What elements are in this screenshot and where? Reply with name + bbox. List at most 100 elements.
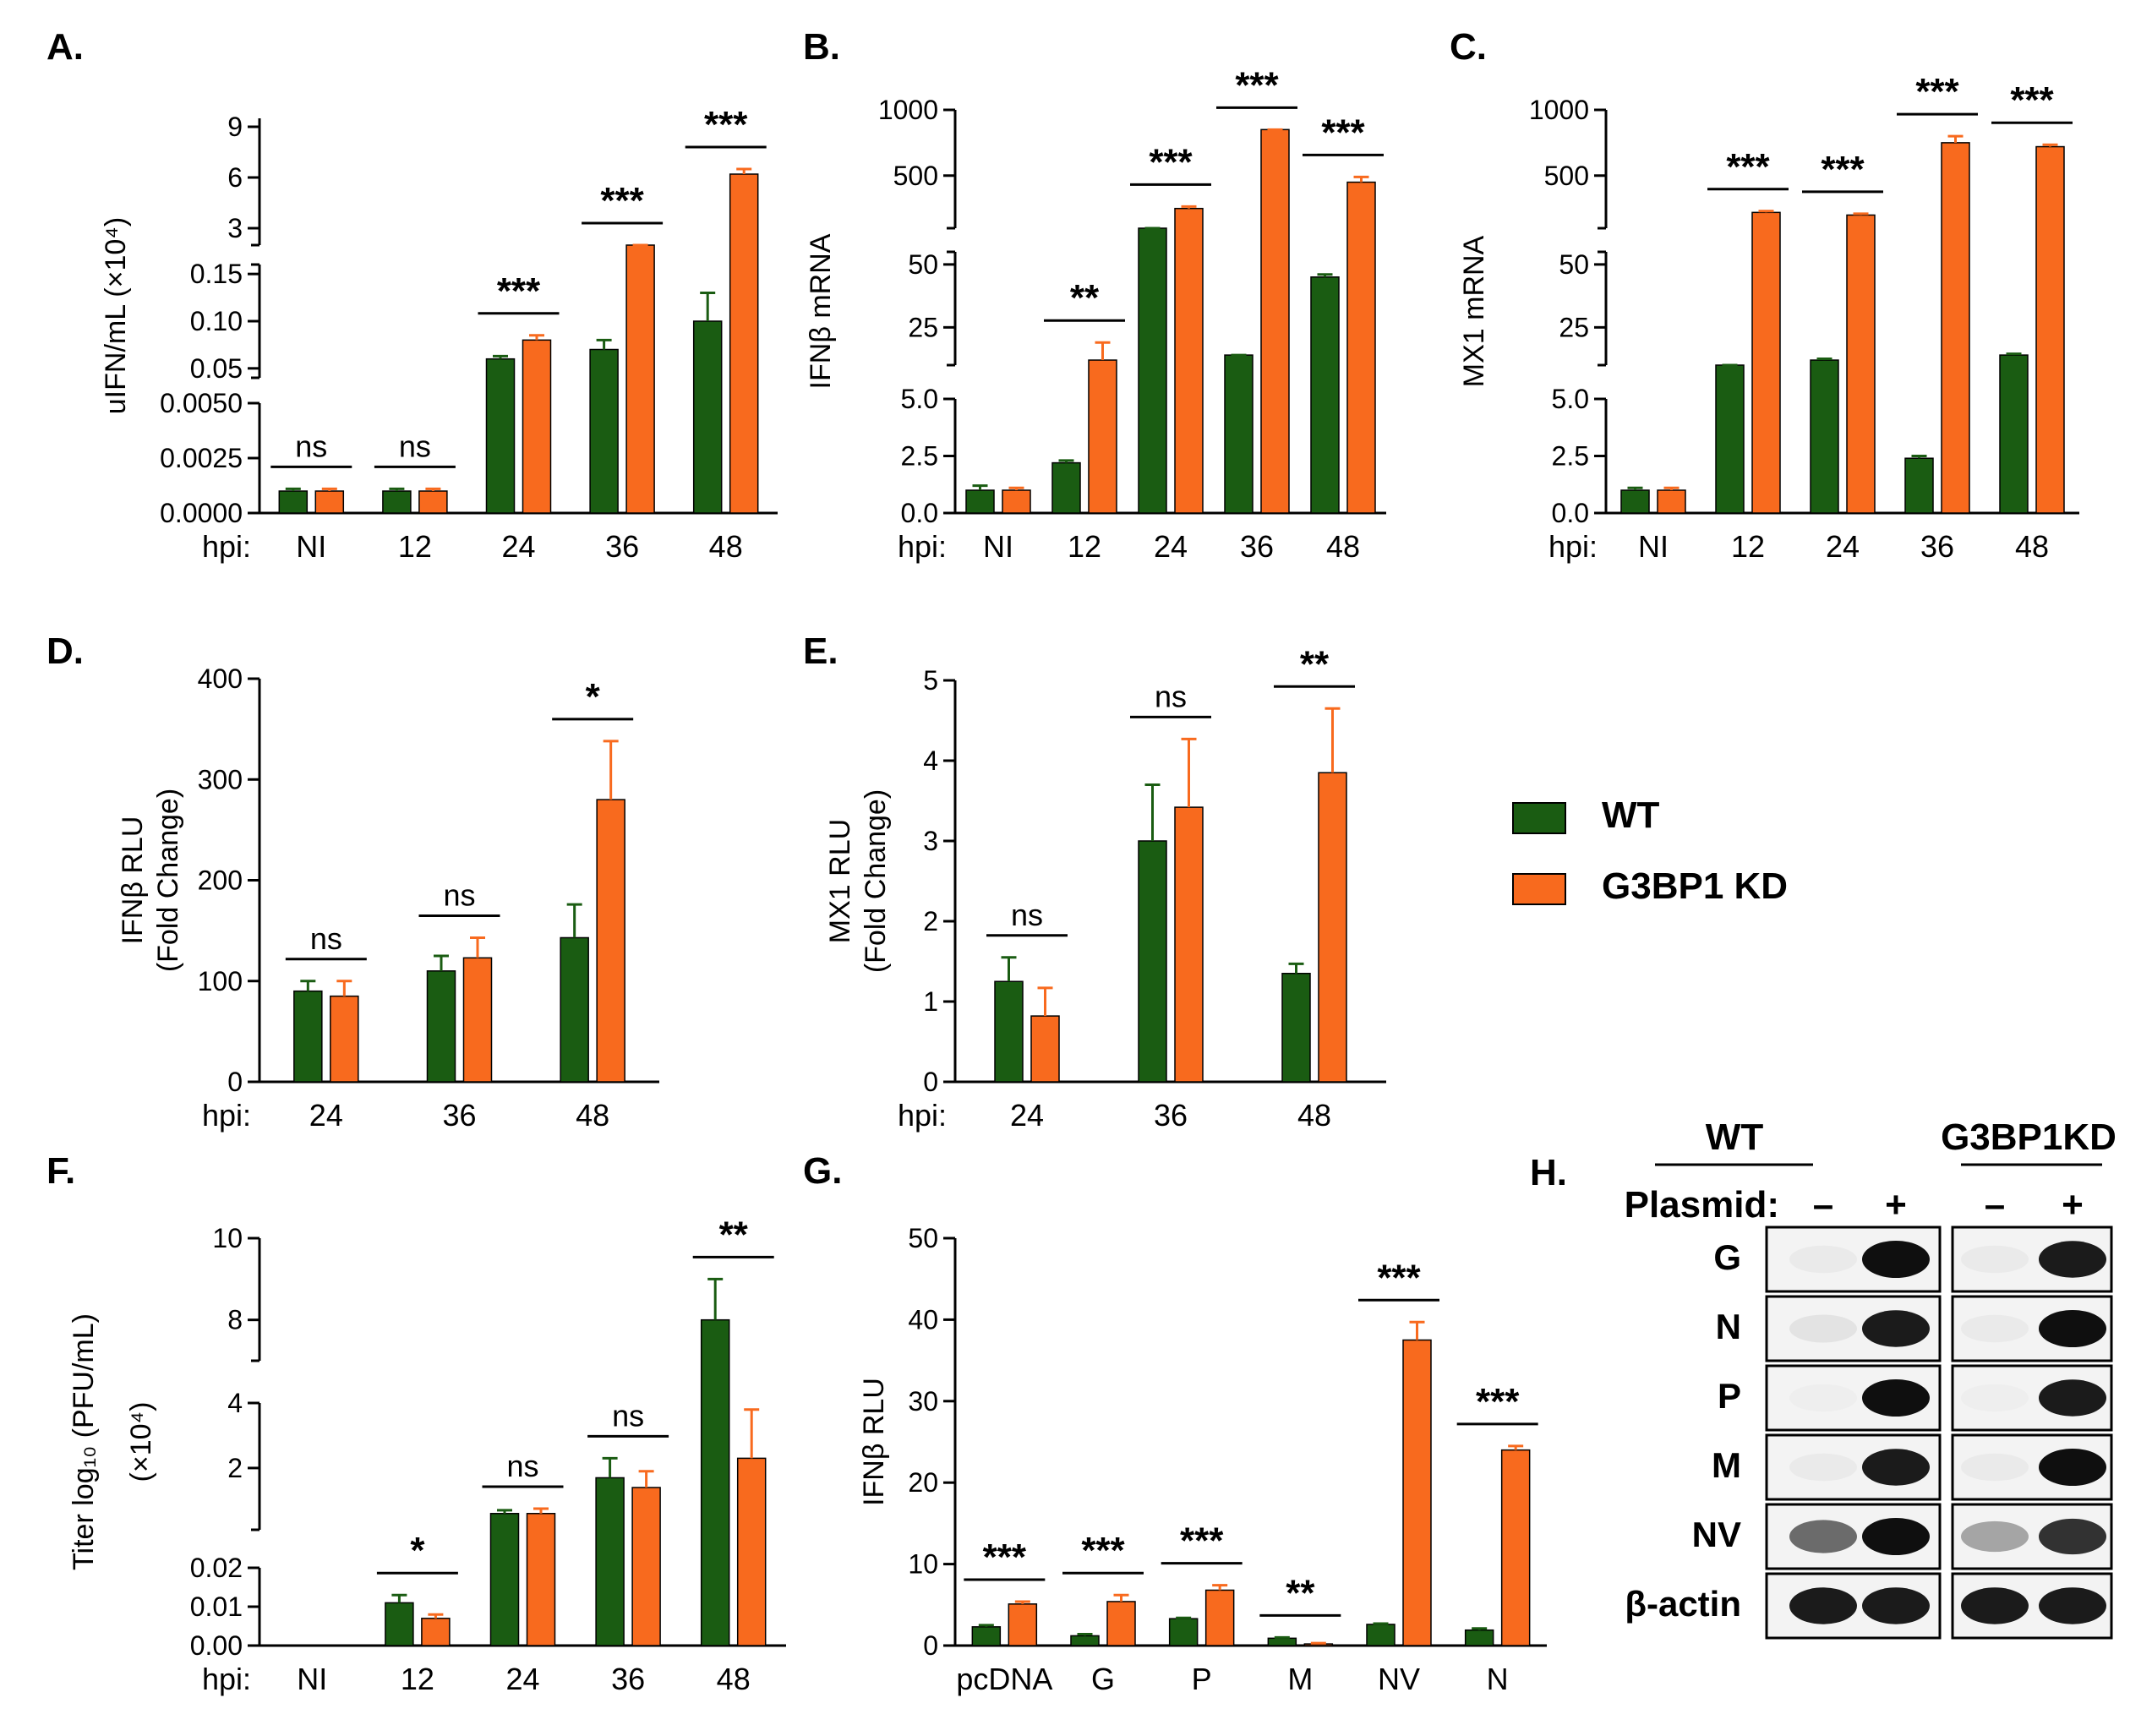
bar-wt	[589, 348, 619, 514]
significance-label: ***	[1149, 141, 1193, 183]
y-tick-label: 5.0	[1552, 384, 1589, 414]
x-tick-label: 36	[1920, 529, 1954, 564]
y-tick-label: 4	[923, 745, 938, 776]
bar-kd	[314, 490, 345, 514]
bar-kd	[1657, 489, 1686, 514]
y-tick-label: 0.00	[190, 1630, 243, 1661]
blot-row: β-actin	[1625, 1572, 2113, 1640]
significance-label: ***	[1180, 1520, 1224, 1562]
y-tick-label: 0.01	[190, 1591, 243, 1622]
y-tick-label: 1	[923, 986, 938, 1017]
chart-panel-a: A.0.00000.00250.00500.050.100.15369uIFN/…	[46, 26, 778, 564]
significance-label: ***	[600, 180, 644, 221]
significance-label: ns	[399, 429, 431, 463]
y-tick-label: 25	[1559, 312, 1589, 342]
significance-label: ***	[497, 270, 541, 312]
significance-label: ns	[1155, 679, 1187, 713]
blot-panel-label: H.	[1530, 1152, 1567, 1193]
legend-swatch-wt	[1512, 802, 1566, 834]
blot-band	[1789, 1520, 1857, 1553]
bar-wt	[965, 489, 995, 514]
blot-row: NV	[1692, 1503, 2113, 1570]
y-tick-label: 5.0	[901, 384, 938, 414]
y-tick-label: 25	[908, 312, 938, 342]
panel-label: E.	[803, 631, 838, 672]
y-tick-label: 50	[908, 249, 938, 280]
y-tick-label: 1000	[1529, 95, 1589, 125]
y-tick-label: 0.10	[190, 306, 243, 336]
x-tick-label: 24	[501, 529, 535, 564]
y-axis-label-line2: (×10⁴)	[125, 1402, 157, 1482]
significance-label: ***	[1377, 1257, 1421, 1298]
blot-group-wt: WT	[1706, 1116, 1764, 1158]
bar-wt	[1715, 364, 1745, 514]
x-tick-label: 48	[2015, 529, 2049, 564]
x-tick-label: NI	[983, 529, 1013, 564]
plasmid-state-2: +	[1885, 1184, 1907, 1226]
bar-wt	[293, 990, 323, 1083]
blot-row: G	[1713, 1226, 2113, 1293]
significance-label: ***	[1821, 149, 1865, 190]
significance-label: ***	[1726, 146, 1770, 188]
bar-kd	[1751, 211, 1781, 514]
bar-wt	[1267, 1637, 1297, 1646]
blot-band	[2039, 1587, 2106, 1624]
bar-kd	[1106, 1601, 1136, 1646]
y-tick-label: 0.0000	[160, 498, 243, 528]
panel-label: G.	[803, 1150, 842, 1192]
panel-label: A.	[46, 26, 84, 68]
panel-label: B.	[803, 26, 840, 68]
y-axis-label: MX1 mRNA	[1458, 235, 1490, 387]
y-tick-label: 3	[923, 826, 938, 856]
bar-wt	[692, 320, 723, 514]
bar-wt	[426, 970, 456, 1083]
significance-label: ***	[1321, 112, 1365, 153]
bar-kd	[729, 173, 759, 514]
blot-row-label: NV	[1692, 1515, 1741, 1554]
bar-wt	[1281, 973, 1311, 1083]
panel-label: F.	[46, 1150, 75, 1192]
y-tick-label: 0.15	[190, 259, 243, 289]
x-axis-prefix: hpi:	[202, 1662, 251, 1696]
y-tick-label: 0	[923, 1630, 938, 1661]
x-axis-prefix: hpi:	[898, 1098, 947, 1133]
x-tick-label: 36	[605, 529, 639, 564]
y-tick-label: 0.0050	[160, 388, 243, 418]
bar-kd	[1002, 489, 1031, 514]
blot-band	[2039, 1449, 2106, 1486]
y-tick-label: 8	[227, 1305, 243, 1335]
bar-kd	[330, 995, 359, 1083]
x-tick-label: 48	[576, 1098, 609, 1133]
significance-label: ***	[704, 104, 748, 145]
blot-row-label: G	[1713, 1237, 1741, 1277]
bar-wt	[1224, 354, 1254, 514]
significance-label: ***	[1081, 1530, 1125, 1571]
bar-wt	[1999, 354, 2029, 514]
y-tick-label: 3	[227, 213, 243, 243]
y-tick-label: 200	[198, 865, 243, 896]
x-tick-label: 12	[1068, 529, 1101, 564]
bar-kd	[1008, 1603, 1038, 1646]
bar-kd	[631, 1487, 661, 1646]
x-tick-label: 12	[401, 1662, 434, 1696]
y-tick-label: 2	[923, 906, 938, 936]
bar-kd	[1941, 142, 1970, 514]
y-tick-label: 40	[908, 1304, 938, 1335]
x-axis-prefix: hpi:	[202, 1098, 251, 1133]
y-tick-label: 0.02	[190, 1553, 243, 1583]
bar-wt	[994, 980, 1024, 1083]
bar-kd	[625, 244, 655, 514]
x-tick-label: 36	[1154, 1098, 1188, 1133]
blot-band	[1789, 1384, 1857, 1412]
bar-kd	[522, 339, 552, 514]
significance-label: ns	[1011, 898, 1043, 932]
bar-kd	[1030, 1015, 1060, 1083]
x-tick-label: 12	[1731, 529, 1765, 564]
bar-wt	[1904, 457, 1934, 514]
x-axis-prefix: hpi:	[898, 529, 947, 564]
blot-band	[1862, 1310, 1930, 1347]
y-tick-label: 20	[908, 1467, 938, 1498]
blot-band	[1789, 1587, 1857, 1624]
